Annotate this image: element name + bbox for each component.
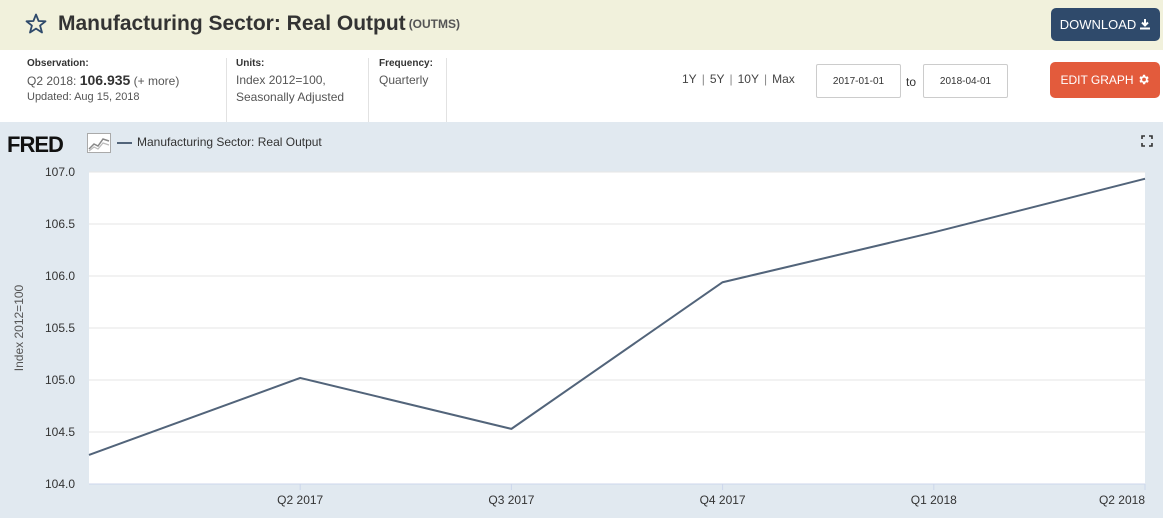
series-line	[88, 177, 1146, 456]
edit-graph-button[interactable]: EDIT GRAPH	[1050, 62, 1160, 98]
y-axis-label: Index 2012=100	[12, 284, 26, 371]
range-max-button[interactable]: Max	[772, 72, 795, 86]
series-id: (OUTMS)	[408, 17, 461, 31]
legend-swatch	[117, 142, 132, 144]
download-label: DOWNLOAD	[1059, 17, 1137, 32]
star-icon[interactable]	[24, 12, 48, 36]
range-separator: |	[763, 72, 768, 86]
header-bar: Manufacturing Sector: Real Output (OUTMS)…	[0, 0, 1163, 50]
observation-period: Q2 2018:	[27, 74, 77, 88]
edit-graph-label: EDIT GRAPH	[1060, 73, 1134, 87]
end-date-input[interactable]	[923, 64, 1008, 98]
frequency-label: Frequency:	[379, 58, 433, 69]
x-tick-label: Q4 2017	[700, 493, 746, 507]
y-tick-label: 106.5	[45, 217, 75, 231]
legend-series-label: Manufacturing Sector: Real Output	[137, 135, 322, 149]
units-line-1: Index 2012=100,	[236, 73, 326, 87]
start-date-input[interactable]	[816, 64, 901, 98]
download-button[interactable]: DOWNLOAD	[1051, 8, 1160, 41]
download-icon	[1140, 19, 1151, 30]
x-tick-label: Q3 2017	[488, 493, 534, 507]
fred-logo: FRED	[7, 132, 64, 157]
x-tick-label: Q2 2017	[277, 493, 323, 507]
gear-icon	[1138, 74, 1149, 85]
observation-value: 106.935	[79, 72, 131, 88]
units-info: Units: Index 2012=100, Seasonally Adjuste…	[236, 58, 369, 122]
observation-label: Observation:	[27, 58, 89, 69]
range-5y-button[interactable]: 5Y	[709, 72, 725, 86]
y-tick-label: 105.5	[45, 321, 75, 335]
frequency-info: Frequency: Quarterly	[379, 58, 447, 122]
x-tick-label: Q1 2018	[911, 493, 957, 507]
units-value: Index 2012=100, Seasonally Adjusted	[236, 72, 368, 106]
page-title: Manufacturing Sector: Real Output (OUTMS)	[58, 12, 460, 36]
observation-line: Q2 2018: 106.935 (+ more)	[27, 72, 218, 90]
fullscreen-icon[interactable]	[1141, 135, 1153, 147]
line-chart: 104.0 104.5 105.0 105.5 106.0 106.5 107.0 Q2 20…	[12, 165, 1146, 507]
fred-graph-icon	[87, 133, 111, 153]
frequency-value: Quarterly	[379, 73, 429, 87]
range-1y-button[interactable]: 1Y	[682, 72, 697, 86]
y-tick-label: 105.0	[45, 373, 75, 387]
range-10y-button[interactable]: 10Y	[737, 72, 759, 86]
to-label: to	[906, 75, 917, 89]
observation-info: Observation: Q2 2018: 106.935 (+ more) U…	[27, 58, 227, 122]
y-tick-label: 104.0	[45, 477, 75, 491]
y-tick-label: 106.0	[45, 269, 75, 283]
observation-more-link[interactable]: (+ more)	[133, 74, 180, 88]
x-tick-label: Q2 2018	[1099, 493, 1145, 507]
y-tick-label: 104.5	[45, 425, 75, 439]
series-title: Manufacturing Sector: Real Output	[58, 12, 406, 35]
y-tick-label: 107.0	[45, 165, 75, 179]
units-line-2: Seasonally Adjusted	[236, 90, 345, 104]
range-separator: |	[701, 72, 705, 86]
date-range-presets: 1Y | 5Y | 10Y | Max	[682, 72, 795, 86]
units-label: Units:	[236, 58, 265, 69]
range-separator: |	[729, 72, 733, 86]
updated-date: Updated: Aug 15, 2018	[27, 91, 140, 103]
